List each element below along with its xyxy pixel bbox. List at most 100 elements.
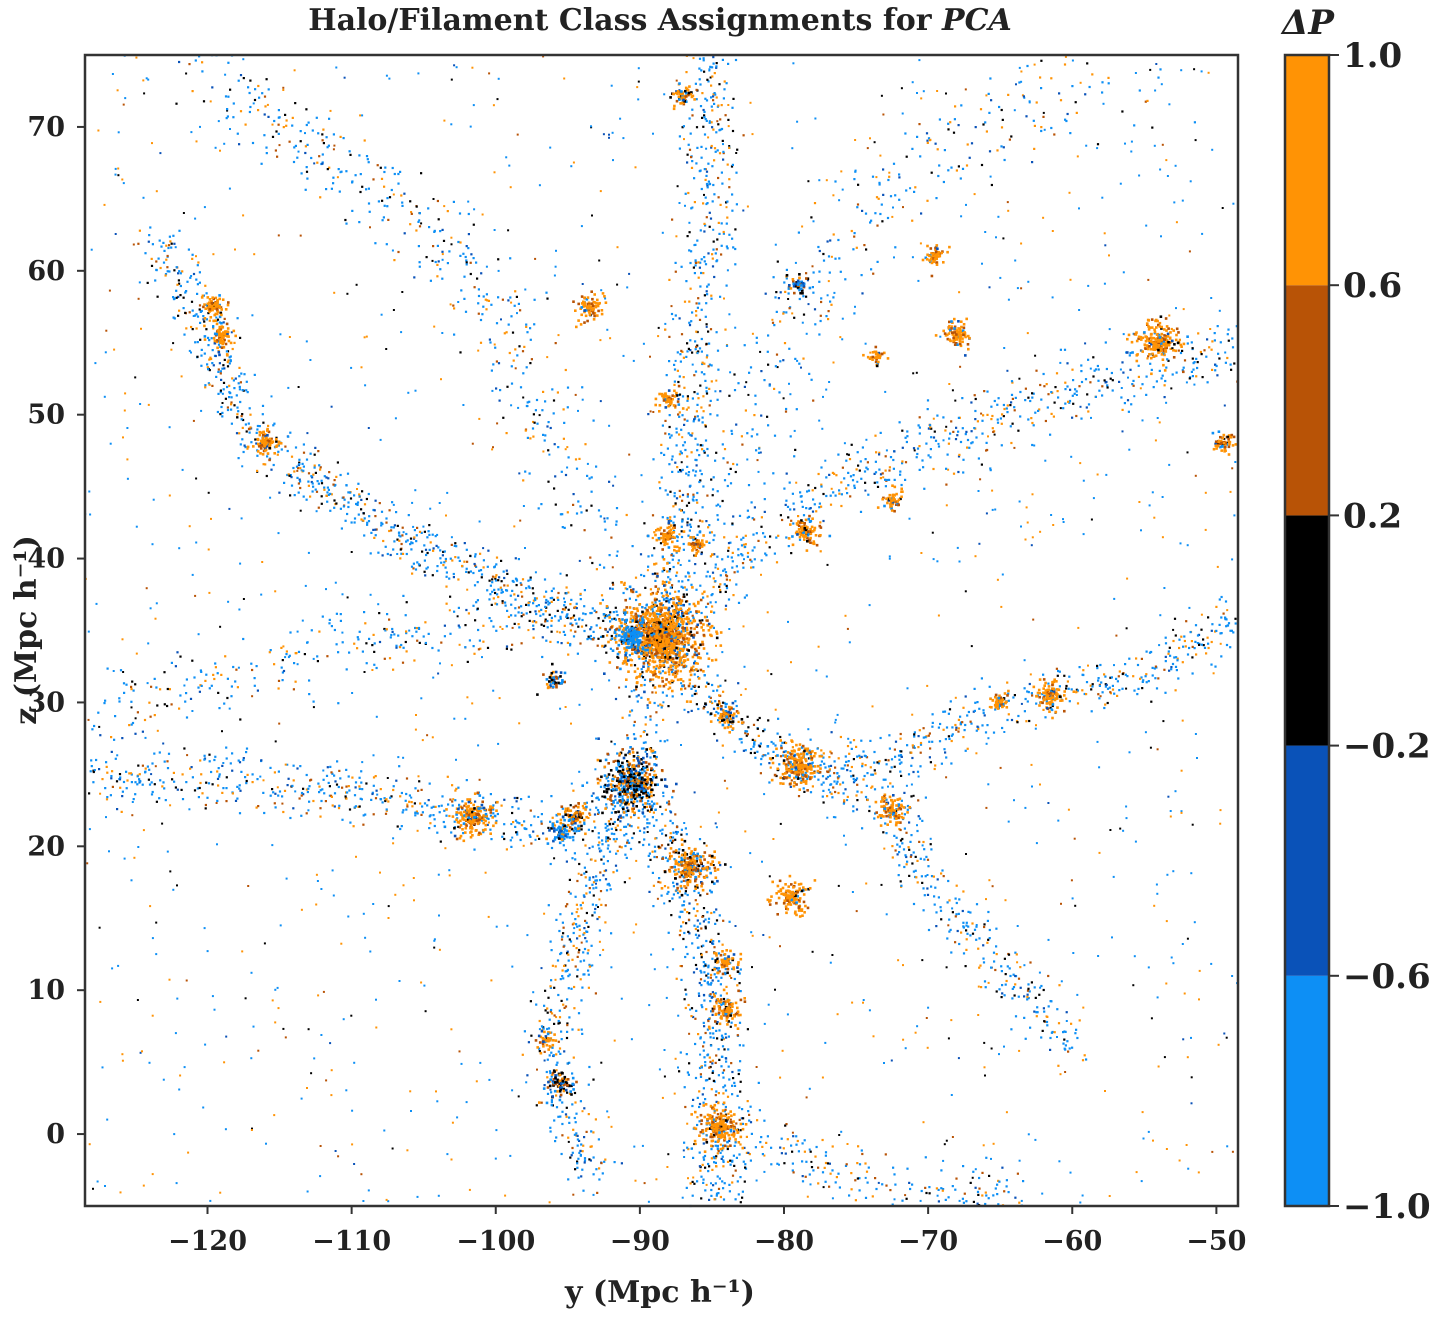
particle-1497	[759, 451, 762, 454]
particle-4796	[333, 774, 336, 777]
particle-900	[636, 86, 639, 89]
particle-2895	[849, 741, 852, 744]
particle-3898	[1031, 443, 1034, 447]
particle-2642	[686, 395, 689, 398]
particle-471	[749, 101, 752, 104]
particle-4688	[336, 760, 339, 763]
particle-401	[763, 793, 766, 796]
particle-1476	[134, 717, 137, 720]
particle-2803	[711, 488, 715, 491]
particle-2164	[424, 574, 427, 577]
particle-3683	[1044, 419, 1047, 423]
particle-2695	[726, 216, 729, 219]
particle-3624	[1097, 379, 1100, 382]
particle-3207	[749, 751, 752, 755]
particle-3068	[947, 735, 950, 738]
particle-3704	[1014, 396, 1017, 399]
particle-1108	[108, 289, 111, 292]
particle-2561	[700, 145, 703, 148]
particle-3262	[852, 739, 856, 742]
particle-1805	[443, 550, 446, 553]
particle-1503	[372, 508, 375, 512]
particle-3361	[822, 801, 825, 804]
particle-4113	[655, 609, 658, 613]
particle-2844	[678, 415, 681, 418]
particle-3080	[754, 739, 757, 742]
particle-2154	[399, 535, 402, 538]
particle-1422	[439, 662, 441, 665]
particle-3353	[1111, 684, 1114, 687]
particle-2362	[707, 162, 710, 165]
particle-1846	[439, 557, 442, 560]
particle-186	[977, 985, 980, 988]
particle-1078	[121, 638, 124, 641]
particle-3111	[822, 756, 825, 759]
particle-1860	[398, 539, 401, 542]
particle-3213	[1202, 638, 1205, 641]
particle-1621	[571, 616, 575, 619]
particle-3331	[1229, 646, 1232, 649]
particle-4297	[442, 820, 445, 824]
particle-2696	[698, 170, 701, 173]
particle-85	[505, 156, 508, 159]
particle-4259	[319, 789, 322, 792]
particle-1984	[505, 589, 508, 592]
particle-314	[564, 706, 567, 708]
particle-1221	[641, 500, 644, 503]
particle-4193	[809, 507, 812, 510]
particle-3191	[753, 751, 756, 754]
particle-4755	[381, 801, 384, 804]
particle-4693	[237, 759, 240, 762]
particle-1726	[401, 552, 405, 555]
particle-2791	[688, 529, 691, 532]
particle-2675	[722, 152, 725, 155]
particle-4425	[148, 783, 152, 786]
particle-229	[954, 696, 957, 699]
particle-1224	[868, 1009, 871, 1012]
particle-4470	[333, 792, 337, 795]
particle-3883	[838, 489, 841, 492]
particle-1201	[675, 235, 678, 238]
particle-4629	[339, 777, 342, 780]
particle-4691	[639, 769, 642, 772]
particle-4388	[200, 773, 203, 776]
particle-1232	[882, 113, 885, 116]
particle-4772	[137, 764, 140, 767]
particle-1196	[1210, 962, 1213, 965]
particle-2160	[249, 426, 252, 429]
particle-1211	[637, 67, 640, 70]
particle-4364	[372, 813, 375, 816]
particle-3217	[1056, 674, 1059, 677]
particle-273	[563, 77, 566, 80]
particle-1318	[1231, 558, 1234, 561]
particle-3999	[1226, 356, 1229, 360]
particle-4894	[106, 796, 109, 799]
particle-1182	[1151, 491, 1154, 494]
particle-3010	[913, 731, 916, 734]
particle-1736	[361, 490, 364, 493]
particle-4711	[636, 667, 639, 670]
particle-1716	[237, 382, 240, 385]
particle-2674	[678, 317, 681, 320]
particle-4082	[737, 554, 740, 557]
particle-3585	[911, 744, 914, 747]
particle-3468	[992, 731, 996, 734]
particle-3145	[837, 757, 840, 760]
particle-4551	[328, 785, 331, 788]
particle-3945	[875, 451, 878, 454]
particle-4864	[646, 755, 649, 758]
particle-4488	[516, 796, 519, 800]
particle-4580	[385, 798, 388, 801]
particle-4983	[720, 1003, 723, 1006]
particle-2273	[195, 278, 198, 281]
particle-1244	[999, 276, 1002, 279]
particle-4189	[1217, 352, 1220, 355]
particle-58	[838, 199, 841, 202]
particle-271	[795, 481, 798, 484]
particle-3013	[764, 754, 767, 757]
particle-3858	[820, 466, 823, 469]
particle-691	[925, 1017, 928, 1019]
particle-103	[985, 806, 988, 809]
particle-4289	[583, 822, 586, 826]
particle-3560	[1058, 685, 1061, 688]
